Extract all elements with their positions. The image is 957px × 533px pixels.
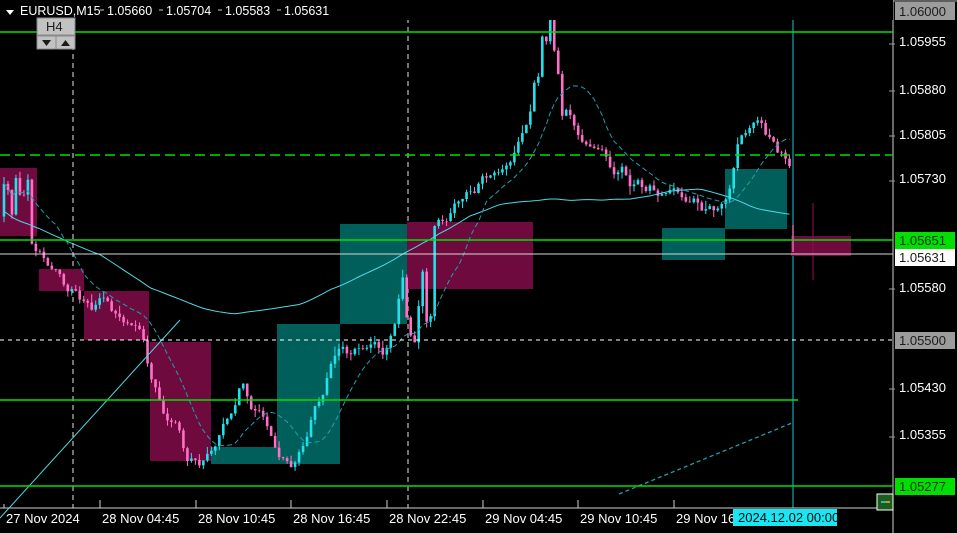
svg-text:28 Nov 22:45: 28 Nov 22:45 xyxy=(389,511,466,526)
svg-text:27 Nov 2024: 27 Nov 2024 xyxy=(6,511,80,526)
svg-text:EURUSD,M15: EURUSD,M15 xyxy=(20,4,101,18)
svg-text:1.05660: 1.05660 xyxy=(107,4,152,18)
svg-text:1.06000: 1.06000 xyxy=(899,4,946,19)
svg-text:28 Nov 16:45: 28 Nov 16:45 xyxy=(293,511,370,526)
svg-text:1.05631: 1.05631 xyxy=(899,250,946,265)
svg-text:29 Nov 16:: 29 Nov 16: xyxy=(676,511,739,526)
svg-text:1.05430: 1.05430 xyxy=(899,380,946,395)
svg-text:1.05277: 1.05277 xyxy=(899,479,946,494)
svg-text:29 Nov 10:45: 29 Nov 10:45 xyxy=(580,511,657,526)
svg-text:1.05805: 1.05805 xyxy=(899,127,946,142)
svg-text:1.05730: 1.05730 xyxy=(899,171,946,186)
svg-text:28 Nov 04:45: 28 Nov 04:45 xyxy=(102,511,179,526)
svg-text:1.05631: 1.05631 xyxy=(284,4,329,18)
svg-text:28 Nov 10:45: 28 Nov 10:45 xyxy=(198,511,275,526)
svg-text:1.05880: 1.05880 xyxy=(899,82,946,97)
svg-text:1.05651: 1.05651 xyxy=(899,233,946,248)
svg-text:1.05583: 1.05583 xyxy=(225,4,270,18)
svg-text:H4: H4 xyxy=(46,19,63,34)
svg-text:1.05704: 1.05704 xyxy=(166,4,211,18)
svg-text:1.05955: 1.05955 xyxy=(899,34,946,49)
svg-text:2024.12.02 00:00: 2024.12.02 00:00 xyxy=(738,510,839,525)
svg-text:1.05580: 1.05580 xyxy=(899,280,946,295)
svg-text:1.05355: 1.05355 xyxy=(899,427,946,442)
svg-text:1.05500: 1.05500 xyxy=(899,333,946,348)
svg-text:29 Nov 04:45: 29 Nov 04:45 xyxy=(485,511,562,526)
